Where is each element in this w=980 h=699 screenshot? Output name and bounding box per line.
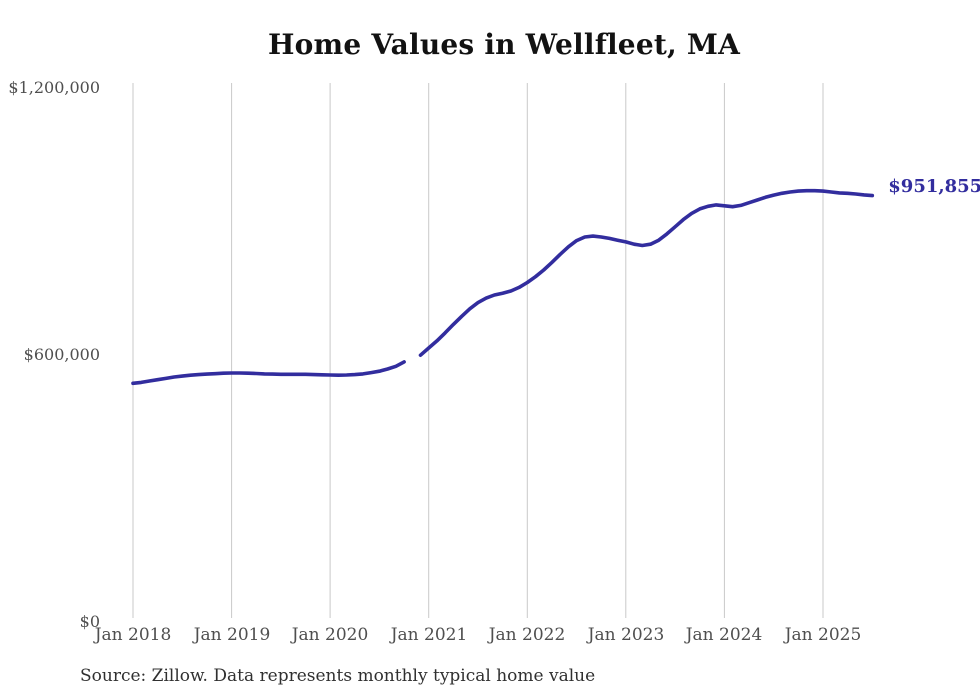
y-tick-label-0: $0 bbox=[79, 612, 100, 631]
x-tick-label-2018: Jan 2018 bbox=[94, 625, 172, 645]
x-tick-label-2021: Jan 2021 bbox=[390, 625, 468, 645]
x-tick-label-2022: Jan 2022 bbox=[488, 625, 566, 645]
chart-title: Home Values in Wellfleet, MA bbox=[268, 28, 740, 61]
source-note: Source: Zillow. Data represents monthly … bbox=[80, 666, 596, 686]
latest-value-label: $951,855 bbox=[888, 175, 980, 197]
x-tick-label-2023: Jan 2023 bbox=[587, 625, 665, 645]
y-tick-label-1200000: $1,200,000 bbox=[8, 78, 100, 97]
x-tick-label-2020: Jan 2020 bbox=[291, 625, 369, 645]
x-tick-label-2019: Jan 2019 bbox=[193, 625, 271, 645]
x-tick-label-2025: Jan 2025 bbox=[784, 625, 862, 645]
gridlines bbox=[132, 83, 824, 618]
y-tick-label-600000: $600,000 bbox=[23, 345, 100, 364]
x-tick-label-2024: Jan 2024 bbox=[685, 625, 763, 645]
series-line bbox=[131, 188, 875, 386]
